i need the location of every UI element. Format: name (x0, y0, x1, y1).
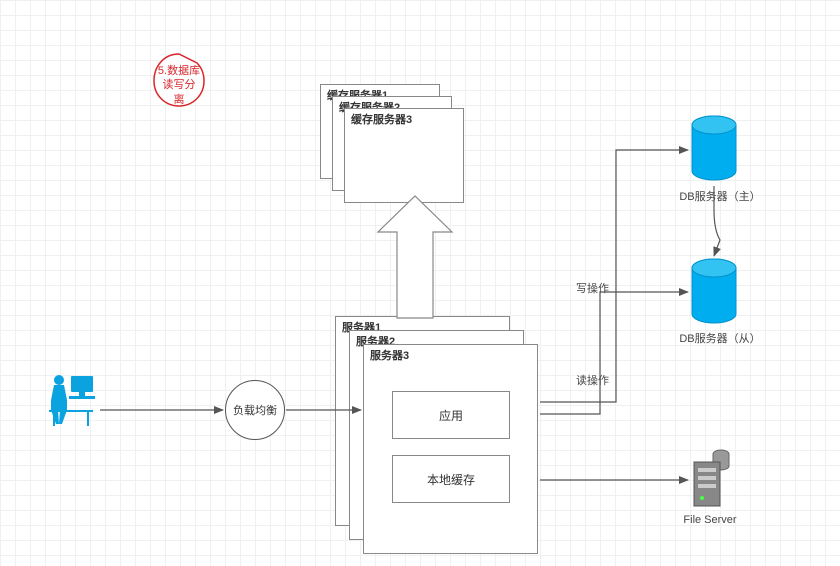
load-balancer-label: 负载均衡 (233, 402, 277, 418)
callout-line3: 离 (174, 94, 185, 106)
db-master-label: DB服务器（主） (660, 188, 780, 204)
file-server-icon (690, 448, 730, 510)
user-icon (45, 370, 97, 428)
local-cache-box-label: 本地缓存 (427, 471, 475, 488)
write-op-label: 写操作 (574, 280, 611, 296)
app-box-label: 应用 (439, 407, 463, 424)
cache-server-stack: 缓存服务器1 缓存服务器2 缓存服务器3 (320, 84, 464, 203)
app-server-3-label: 服务器3 (370, 347, 409, 363)
cache-server-3-label: 缓存服务器3 (351, 111, 412, 127)
app-box: 应用 (392, 391, 510, 439)
local-cache-box: 本地缓存 (392, 455, 510, 503)
db-slave-icon (690, 258, 738, 326)
db-master-icon (690, 115, 738, 183)
callout-line2: 读写分 (163, 79, 196, 91)
file-server-label: File Server (670, 514, 750, 526)
callout-badge: 5.数据库 读写分 离 (150, 50, 208, 108)
db-slave-label: DB服务器（从） (660, 330, 780, 346)
callout-line1: 5.数据库 (158, 65, 200, 77)
read-op-label: 读操作 (574, 372, 611, 388)
load-balancer-node: 负载均衡 (225, 380, 285, 440)
app-server-stack: 服务器1 服务器2 服务器3 应用 本地缓存 (335, 316, 538, 554)
